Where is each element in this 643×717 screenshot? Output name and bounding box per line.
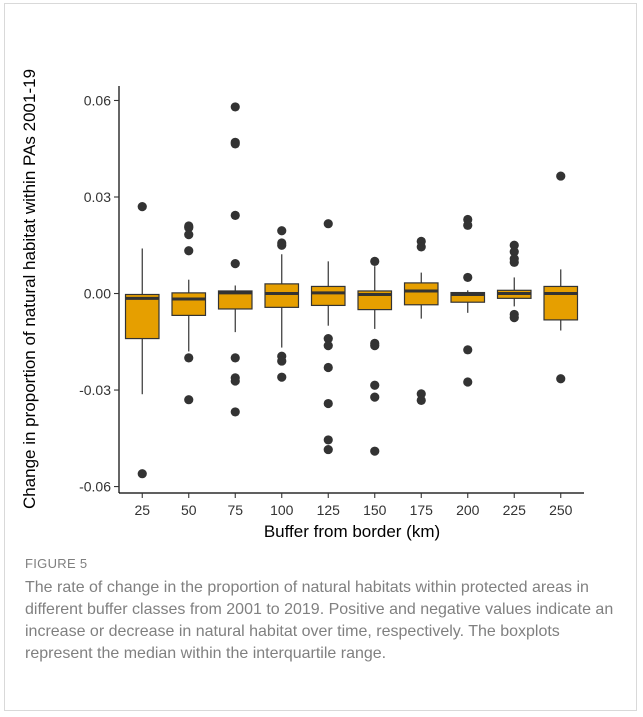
outlier-point [509, 247, 519, 257]
x-tick-label: 250 [549, 502, 573, 518]
outlier-point [463, 345, 473, 355]
outlier-point [463, 272, 473, 283]
x-axis-title: Buffer from border (km) [264, 522, 440, 541]
x-tick-label: 225 [503, 502, 527, 518]
outlier-point [556, 171, 566, 181]
y-tick-label: 0.03 [84, 189, 111, 205]
outlier-point [184, 230, 194, 240]
outlier-point [230, 376, 240, 386]
box-group [171, 221, 207, 405]
y-tick-label: -0.03 [79, 382, 111, 398]
x-tick-label: 25 [134, 502, 150, 518]
box-iqr [264, 283, 300, 308]
outlier-point [370, 380, 380, 390]
x-tick-label: 50 [181, 502, 197, 518]
x-tick-label: 75 [227, 502, 243, 518]
outlier-point [509, 240, 519, 250]
figure-caption: The rate of change in the proportion of … [25, 579, 614, 662]
box-group [124, 202, 160, 479]
box-group [403, 236, 439, 405]
box-group [217, 102, 253, 417]
outlier-point [277, 240, 287, 250]
outlier-point [463, 220, 473, 230]
figure-label: FIGURE 5 [25, 556, 88, 571]
y-axis-title: Change in proportion of natural habitat … [20, 69, 39, 509]
box-iqr [403, 282, 439, 306]
outlier-point [277, 372, 287, 382]
outlier-point [277, 226, 287, 236]
box-group [496, 240, 532, 323]
outlier-point [463, 377, 473, 387]
x-tick-label: 150 [363, 502, 387, 518]
outlier-point [323, 219, 333, 229]
outlier-point [323, 333, 333, 344]
x-tick-label: 200 [456, 502, 480, 518]
outlier-point [137, 469, 147, 479]
x-axis-ticks: 25 50 75 100 125 150 175 200 225 250 [134, 493, 573, 518]
outlier-point [323, 435, 333, 445]
outlier-point [323, 398, 333, 409]
x-tick-label: 175 [410, 502, 434, 518]
box-iqr [171, 292, 207, 317]
outlier-point [184, 353, 194, 363]
box-group [310, 219, 346, 455]
outlier-point [323, 341, 333, 351]
outlier-point [323, 362, 333, 373]
outlier-point [416, 389, 426, 399]
outlier-point [230, 210, 240, 220]
y-tick-label: 0.00 [84, 286, 111, 302]
outlier-point [509, 313, 519, 323]
y-axis-ticks: -0.06 -0.03 0.00 0.03 0.06 [79, 92, 119, 495]
outlier-point [370, 446, 380, 456]
outlier-point [230, 407, 240, 417]
boxplot-chart: -0.06 -0.03 0.00 0.03 0.06 25 50 75 100 125 150 17… [20, 69, 584, 541]
outlier-point [184, 222, 194, 233]
box-iqr [217, 290, 253, 310]
outlier-point [370, 392, 380, 402]
outlier-point [184, 246, 194, 256]
plot-area [124, 102, 579, 479]
x-tick-label: 125 [317, 502, 341, 518]
x-tick-label: 100 [270, 502, 294, 518]
box-iqr [450, 291, 486, 303]
box-iqr [124, 293, 160, 340]
box-group [543, 171, 579, 384]
box-iqr [310, 285, 346, 307]
outlier-point [323, 444, 333, 455]
figure-panel: -0.06 -0.03 0.00 0.03 0.06 25 50 75 100 125 150 17… [4, 3, 637, 711]
box-group [357, 256, 393, 456]
outlier-point [277, 356, 287, 366]
outlier-point [370, 341, 380, 351]
box-group [450, 214, 486, 387]
outlier-point [137, 202, 147, 212]
outlier-point [370, 256, 380, 266]
outlier-point [416, 242, 426, 252]
outlier-point [556, 374, 566, 384]
outlier-point [230, 139, 240, 149]
outlier-point [230, 102, 240, 112]
outlier-point [184, 395, 194, 405]
outlier-point [230, 353, 240, 363]
y-tick-label: 0.06 [84, 92, 111, 108]
y-tick-label: -0.06 [79, 479, 111, 495]
outlier-point [416, 395, 426, 405]
outlier-point [509, 257, 519, 267]
box-iqr [543, 285, 579, 321]
box-group [264, 226, 300, 382]
outlier-point [230, 259, 240, 269]
